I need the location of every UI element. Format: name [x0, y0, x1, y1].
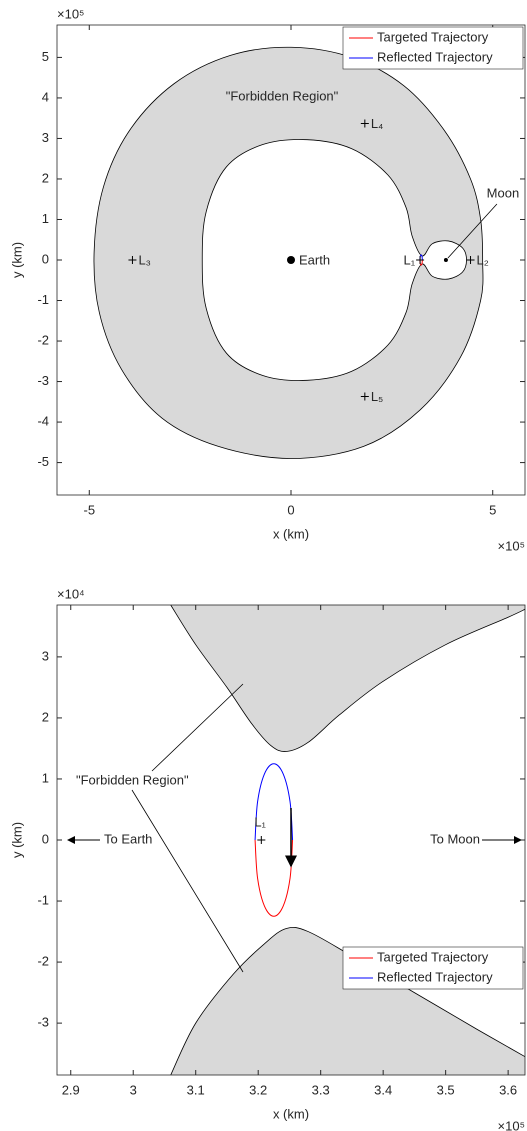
trajectory	[254, 763, 294, 841]
region-boundary	[170, 605, 525, 752]
y-tick-label: -2	[37, 954, 49, 969]
point-label: L₂	[477, 252, 489, 267]
moon-marker	[443, 258, 448, 262]
y-multiplier: ×10⁴	[57, 586, 85, 601]
legend-label: Targeted Trajectory	[377, 29, 489, 44]
x-axis-label: x (km)	[273, 526, 309, 541]
x-tick-label: 5	[489, 502, 496, 517]
point-label: L₄	[371, 116, 384, 131]
x-tick-label: 0	[287, 502, 294, 517]
y-tick-label: 3	[42, 648, 49, 663]
y-multiplier: ×10⁵	[57, 6, 84, 21]
x-tick-label: 3	[130, 1082, 137, 1097]
annotation: To Earth	[104, 831, 152, 846]
x-tick-label: -5	[83, 502, 95, 517]
y-tick-label: -3	[37, 1015, 49, 1030]
x-tick-label: 2.9	[62, 1082, 80, 1097]
point-label: Moon	[487, 185, 520, 200]
y-tick-label: -5	[37, 454, 49, 469]
allowed-region	[201, 139, 467, 381]
forbidden-region	[170, 605, 525, 752]
y-tick-label: 4	[42, 89, 49, 104]
leader-line	[151, 683, 244, 772]
plot-area	[170, 605, 525, 1075]
x-tick-label: 3.3	[312, 1082, 330, 1097]
legend-label: Reflected Trajectory	[377, 969, 493, 984]
point-label: L₅	[371, 389, 383, 404]
x-multiplier: ×10⁵	[498, 538, 525, 553]
x-tick-label: 3.2	[249, 1082, 267, 1097]
legend-box	[342, 946, 524, 990]
legend-box	[342, 26, 524, 70]
lagrange-point	[416, 256, 425, 264]
y-tick-label: 0	[42, 251, 49, 266]
y-tick-label: -1	[37, 292, 49, 307]
lagrange-point	[466, 256, 475, 264]
x-multiplier: ×10⁵	[498, 1118, 525, 1131]
y-axis-label: y (km)	[9, 242, 24, 278]
y-axis-label: y (km)	[9, 822, 24, 858]
point-label: L₃	[138, 252, 151, 267]
lagrange-point	[128, 256, 137, 264]
point-label: L₁	[254, 814, 266, 829]
leader-line	[447, 203, 498, 259]
lagrange-point	[360, 392, 369, 401]
y-tick-label: 3	[42, 130, 49, 145]
x-tick-label: 3.4	[374, 1082, 392, 1097]
y-tick-label: 1	[42, 770, 49, 785]
region-boundary	[170, 926, 525, 1075]
legend-label: Targeted Trajectory	[377, 949, 489, 964]
y-tick-label: 5	[42, 49, 49, 64]
lagrange-point	[360, 119, 369, 128]
annotation: To Moon	[430, 831, 480, 846]
y-tick-label: -4	[37, 414, 49, 429]
leader-line	[131, 789, 244, 973]
x-tick-label: 3.1	[187, 1082, 205, 1097]
y-tick-label: 2	[42, 709, 49, 724]
legend-label: Reflected Trajectory	[377, 49, 493, 64]
y-tick-label: 0	[42, 831, 49, 846]
y-tick-label: -2	[37, 332, 49, 347]
point-label: Earth	[299, 252, 330, 267]
annotation: "Forbidden Region"	[76, 772, 189, 787]
point-label: L₁	[403, 252, 415, 267]
trajectory	[254, 839, 294, 917]
x-tick-label: 3.5	[437, 1082, 455, 1097]
x-tick-label: 3.6	[499, 1082, 517, 1097]
plot-area	[93, 46, 484, 459]
y-tick-label: 2	[42, 170, 49, 185]
annotation: "Forbidden Region"	[226, 88, 339, 103]
y-tick-label: 1	[42, 211, 49, 226]
lagrange-point	[257, 836, 266, 844]
y-tick-label: -3	[37, 373, 49, 388]
earth-marker	[287, 256, 295, 264]
y-tick-label: -1	[37, 892, 49, 907]
x-axis-label: x (km)	[273, 1106, 309, 1121]
forbidden-region	[170, 927, 525, 1075]
